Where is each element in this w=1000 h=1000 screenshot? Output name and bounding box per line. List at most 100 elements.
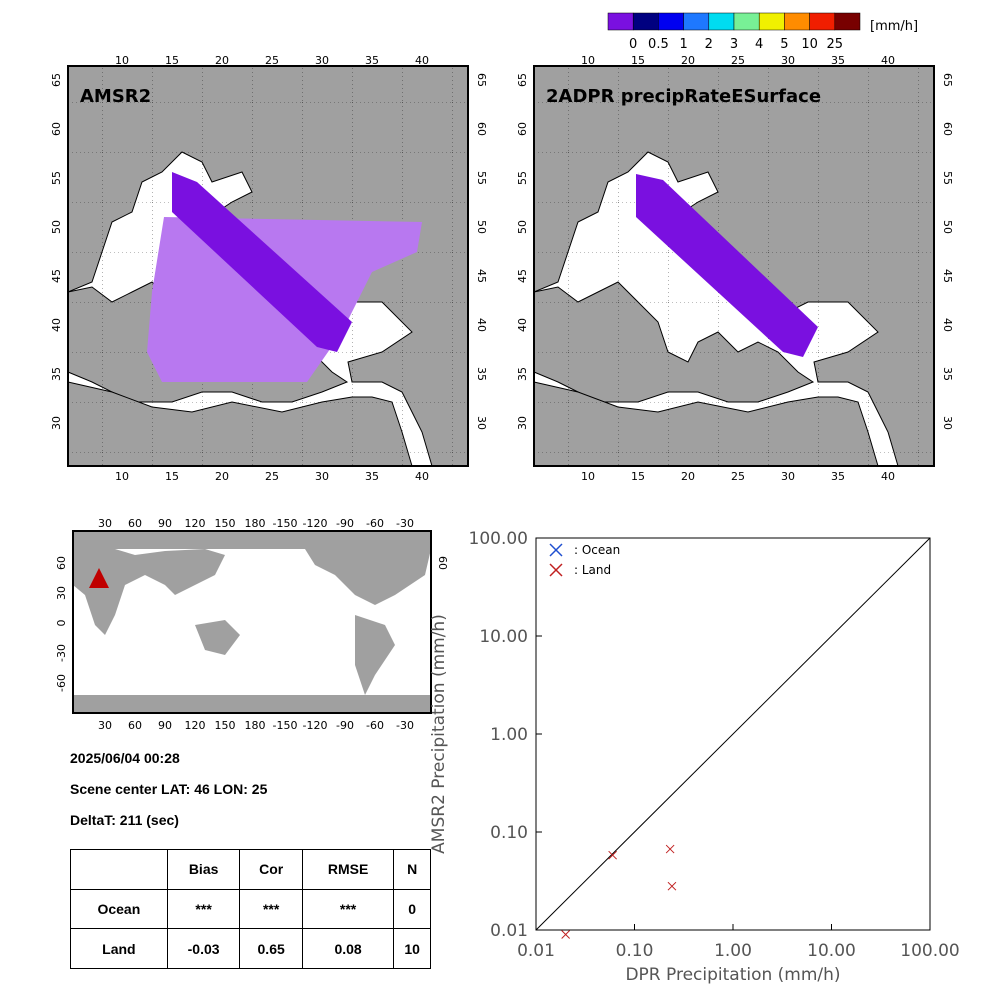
x-tick-label: 100.00 [900,941,959,961]
colorbar-tick-label: 5 [780,37,788,52]
colorbar-tick-label: 1 [679,37,687,52]
table-header-cell [70,849,168,890]
lon-tick-label: 10 [115,470,129,482]
lon-tick-label: 40 [415,470,429,482]
lat-tick-label: 30 [518,416,529,430]
lat-tick-label: -30 [55,644,68,662]
lon-tick-label: 180 [245,517,266,530]
lat-tick-label: 0 [55,620,68,627]
table-header-row: Bias Cor RMSE N [70,849,431,890]
world-frame [72,530,432,714]
one-to-one-line [535,537,931,931]
lon-tick-label: 40 [881,470,895,482]
lat-tick-label: 55 [941,171,954,185]
y-tick-label: 100.00 [469,529,528,549]
table-header-cell: N [393,849,431,890]
x-tick-label: 0.01 [517,941,555,961]
table-cell: Land [70,928,168,969]
precip-swath-narrow [636,174,818,357]
colorbar-tick-label: 25 [827,37,844,52]
lat-tick-label: 30 [941,416,954,430]
table-cell: -0.03 [166,928,241,969]
lon-tick-label: 15 [631,470,645,482]
lon-tick-label: 120 [185,719,206,732]
lon-tick-label: 40 [415,54,429,67]
legend-marker [549,543,563,557]
map-frame [67,65,469,467]
lat-tick-label: 50 [475,220,488,234]
table-cell: 10 [393,928,431,969]
colorbar-swatch [784,12,810,31]
lon-tick-label: 10 [581,54,595,67]
lat-tick-label: 65 [52,73,63,87]
lon-tick-label: 20 [681,470,695,482]
legend-marker [549,563,563,577]
lon-tick-label: 60 [128,719,142,732]
map-title: AMSR2 [80,86,151,107]
lon-tick-label: 30 [98,517,112,530]
data-point [561,930,571,939]
lon-tick-label: 60 [128,517,142,530]
lat-tick-label: 40 [52,318,63,332]
y-tick-label: 10.00 [479,627,528,647]
data-point [665,844,675,854]
lon-tick-label: 30 [315,470,329,482]
lat-tick-label: 40 [941,318,954,332]
lon-tick-label: 25 [265,54,279,67]
stats-table: Bias Cor RMSE N Ocean *** *** *** 0 Land… [70,849,431,969]
lat-tick-label: 40 [475,318,488,332]
lat-tick-label: 35 [941,367,954,381]
lat-tick-label: 45 [941,269,954,283]
colorbar-swatch [632,12,659,31]
lon-tick-label: 30 [781,470,795,482]
lon-tick-label: 30 [315,54,329,67]
lat-tick-label: 45 [475,269,488,283]
table-header-cell: Bias [166,849,241,890]
lon-tick-label: 10 [115,54,129,67]
lat-tick-label: 40 [518,318,529,332]
lat-tick-label: 30 [55,586,68,600]
lat-tick-label: 65 [941,73,954,87]
lon-tick-label: -60 [366,719,384,732]
lat-tick-label: 45 [518,269,529,283]
lat-tick-label: 35 [475,367,488,381]
table-cell: 0 [393,888,431,930]
lat-tick-label: 55 [518,171,529,185]
lon-tick-label: -120 [303,517,328,530]
colorbar-tick-label: 0.5 [648,37,669,52]
lat-tick-label: -60 [55,674,68,692]
lon-tick-label: 25 [731,54,745,67]
lon-tick-label: 150 [215,719,236,732]
y-tick-label: 0.10 [490,823,528,843]
lat-tick-label: 30 [475,416,488,430]
lat-tick-label: 60 [55,556,68,570]
colorbar-swatch [683,12,710,31]
colorbar-swatch [758,12,785,31]
lat-tick-label: 50 [941,220,954,234]
lat-tick-label: 60 [518,122,529,136]
lon-tick-label: -120 [303,719,328,732]
y-tick-label: 1.00 [490,725,528,745]
lat-tick-label: 55 [475,171,488,185]
lon-tick-label: 20 [215,54,229,67]
x-tick-label: 1.00 [714,941,752,961]
y-axis-label: AMSR2 Precipitation (mm/h) [429,614,449,854]
lon-tick-label: -150 [273,517,298,530]
colorbar-swatch [708,12,735,31]
lat-tick-label: 35 [52,367,63,381]
lon-tick-label: 20 [215,470,229,482]
legend-label: : Land [574,563,611,577]
lon-tick-label: -90 [336,719,354,732]
colorbar-swatch [834,12,861,31]
lon-tick-label: 25 [731,470,745,482]
lon-tick-label: 30 [781,54,795,67]
lon-tick-label: 35 [365,470,379,482]
lon-tick-label: 30 [98,719,112,732]
lon-tick-label: -30 [396,719,414,732]
colorbar-tick-label: 3 [730,37,738,52]
x-tick-label: 0.10 [616,941,654,961]
scene-location-marker [89,568,109,588]
lon-tick-label: -60 [366,517,384,530]
y-tick-label: 0.01 [490,921,528,941]
map-frame [533,65,935,467]
